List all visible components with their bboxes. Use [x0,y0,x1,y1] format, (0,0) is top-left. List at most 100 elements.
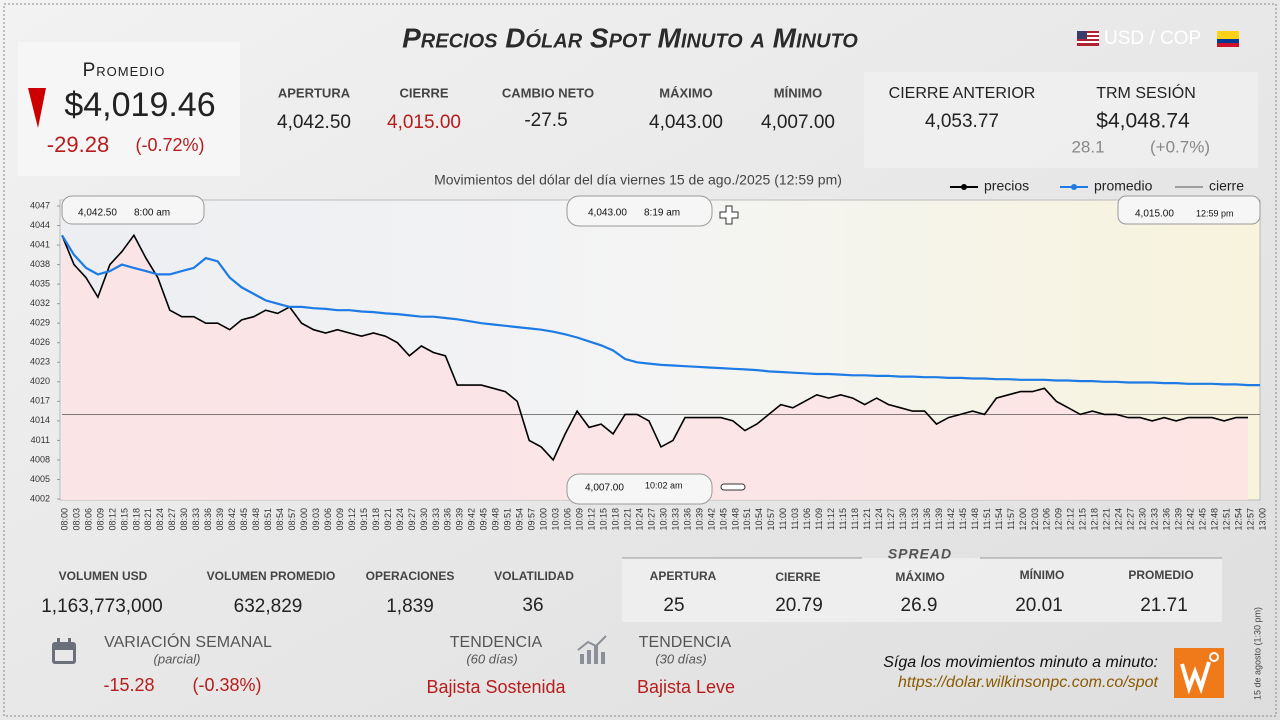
trend-icon [577,635,607,664]
x-tick-label: 09:15 [359,508,369,531]
x-tick-label: 08:45 [239,508,249,531]
x-tick-label: 10:45 [718,508,728,531]
x-tick-label: 12:45 [1197,508,1207,531]
x-tick-label: 09:48 [491,508,501,531]
y-tick-label: 4041 [30,239,50,249]
x-tick-label: 10:00 [539,508,549,531]
x-tick-label: 10:12 [586,508,596,531]
y-tick-label: 4014 [30,415,50,425]
annotation-time: 8:19 am [644,208,680,219]
trm-change-pct: (+0.7%) [1150,137,1210,156]
annotation-time: 8:00 am [134,208,170,219]
stat-label: VOLUMEN PROMEDIO [207,569,336,583]
x-tick-label: 12:39 [1174,508,1184,531]
x-tick-label: 12:09 [1054,508,1064,531]
x-tick-label: 08:48 [251,508,261,531]
weekly-change: -15.28 [103,675,154,695]
x-tick-label: 09:21 [383,508,393,531]
promedio-change-pct: (-0.72%) [135,135,204,155]
annotation-price: 4,015.00 [1135,209,1174,220]
y-tick-label: 4017 [30,396,50,406]
x-tick-label: 12:42 [1185,508,1195,531]
x-tick-label: 09:36 [443,508,453,531]
x-tick-label: 08:57 [287,508,297,531]
trend-period: (60 días) [466,651,517,666]
stat-label: VOLUMEN USD [59,569,148,583]
stat-value: 4,015.00 [387,112,461,133]
y-tick-label: 4038 [30,259,50,269]
trend-value: Bajista Sostenida [426,677,566,697]
x-tick-label: 10:03 [551,508,561,531]
legend-label: cierre [1209,178,1244,194]
x-tick-label: 12:54 [1233,508,1243,531]
trm-label: TRM SESIÓN [1096,83,1196,102]
trend-label: TENDENCIA [450,634,543,651]
timestamp: 15 de agosto (1:30 pm) [1252,607,1262,700]
x-tick-label: 12:33 [1150,508,1160,531]
spread-value: 20.01 [1015,595,1063,616]
x-tick-label: 09:09 [335,508,345,531]
y-tick-label: 4011 [31,435,50,445]
x-tick-label: 09:54 [515,508,525,531]
weekly-note: (parcial) [154,651,201,666]
x-tick-label: 09:24 [395,508,405,531]
trend-value: Bajista Leve [637,677,735,697]
x-tick-label: 10:30 [658,508,668,531]
trend-period: (30 días) [655,651,706,666]
x-tick-label: 11:45 [958,508,968,530]
x-tick-label: 11:39 [934,508,944,530]
y-tick-label: 4032 [30,298,50,308]
annotation-price: 4,043.00 [588,208,627,219]
y-tick-label: 4002 [30,493,50,503]
page-title: Precios Dólar Spot Minuto a Minuto [402,22,858,53]
stat-label: CIERRE [399,85,448,100]
x-tick-label: 09:42 [467,508,477,531]
y-tick-label: 4026 [30,337,50,347]
x-tick-label: 09:27 [407,508,417,531]
x-tick-label: 11:00 [778,508,788,530]
x-tick-label: 10:33 [670,508,680,531]
chart-title: Movimientos del dólar del día viernes 15… [434,172,842,188]
x-tick-label: 08:03 [71,508,81,531]
promedio-value: $4,019.46 [64,86,215,124]
page-border [3,3,1277,717]
spread-label: CIERRE [775,570,820,584]
promedio-label: Promedio [83,60,166,81]
x-tick-label: 10:18 [610,508,620,531]
y-tick-label: 4023 [30,357,50,367]
series-line [61,234,1260,387]
legend-label: promedio [1094,178,1153,194]
stat-value: 36 [522,595,543,616]
x-tick-label: 08:33 [191,508,201,531]
legend-dot [961,184,967,190]
follow-url[interactable]: https://dolar.wilkinsonpc.com.co/spot [898,674,1159,691]
annotation-time: 10:02 am [645,480,683,490]
crosshair-icon [719,205,739,225]
stat-value: 4,007.00 [761,112,835,133]
promedio-box [18,42,240,176]
x-tick-label: 12:48 [1209,508,1219,531]
x-tick-label: 09:18 [371,508,381,531]
x-tick-label: 09:30 [419,508,429,531]
x-tick-label: 11:15 [838,508,848,530]
x-tick-label: 10:51 [742,508,752,531]
stat-value: -27.5 [524,110,567,131]
annotation: 4,043.00 8:19 am [566,195,739,227]
spread-label: MÍNIMO [1020,567,1065,582]
spread-value: 26.9 [901,595,938,616]
x-tick-label: 11:42 [946,508,956,530]
x-tick-label: 09:39 [455,508,465,531]
x-tick-label: 11:51 [982,508,992,530]
x-tick-label: 10:36 [682,508,692,531]
annotation: 4,042.50 8:00 am [61,195,205,225]
x-tick-label: 09:33 [431,508,441,531]
previous-value: 4,053.77 [925,111,999,132]
x-tick-label: 09:57 [527,508,537,531]
spread-value: 20.79 [775,595,823,616]
promedio-change: -29.28 [47,132,109,157]
x-tick-label: 08:12 [107,508,117,531]
x-tick-label: 10:39 [694,508,704,531]
us-flag [1077,31,1099,46]
x-tick-label: 12:06 [1042,508,1052,531]
